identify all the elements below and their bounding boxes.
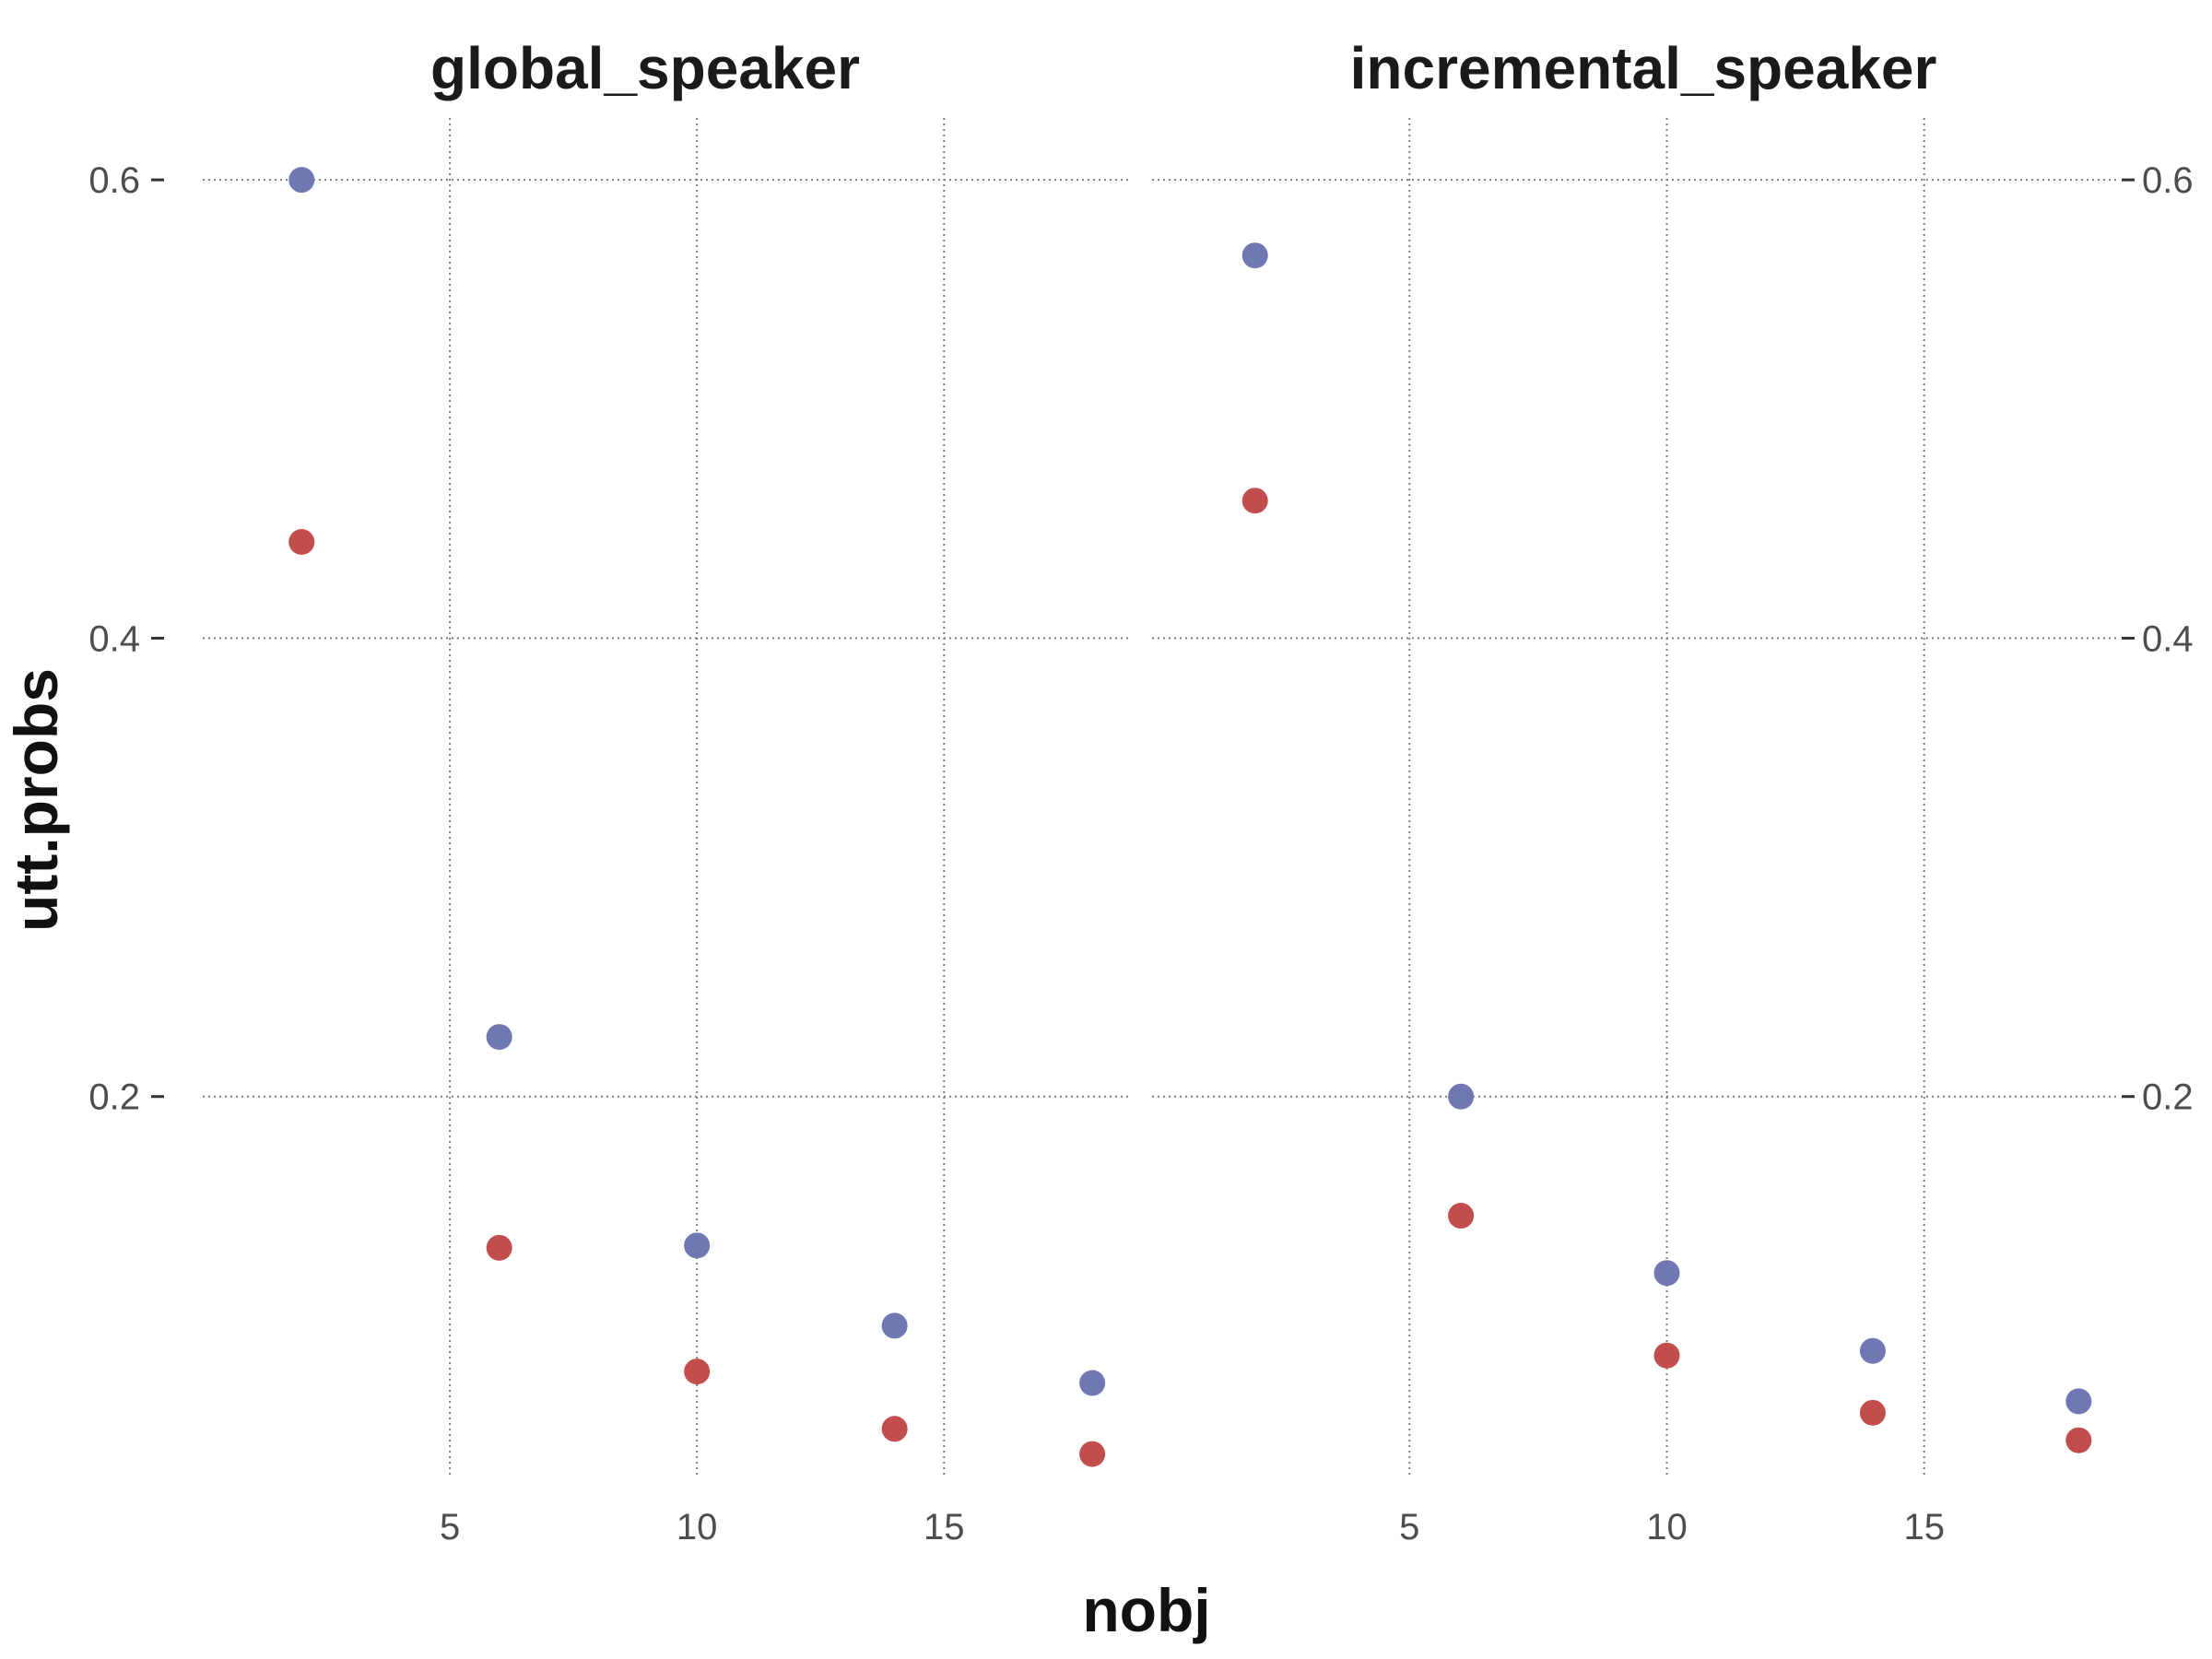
- series-0: [1241, 242, 2092, 1415]
- data-point: [1448, 1203, 1475, 1230]
- data-point: [1448, 1083, 1475, 1110]
- x-tick-label: 10: [1646, 1507, 1688, 1547]
- panel-0: global_speaker 5 10 15: [203, 35, 1132, 1547]
- data-point: [1079, 1370, 1106, 1396]
- data-point: [1859, 1337, 1886, 1364]
- data-point: [486, 1234, 512, 1261]
- series-0: [288, 167, 1106, 1396]
- data-point: [684, 1359, 711, 1385]
- data-point: [881, 1312, 908, 1339]
- data-point: [1241, 488, 1268, 514]
- panels-layer: global_speaker 5 10 15 incremental_speaker 5 1…: [203, 35, 2120, 1547]
- data-point: [1241, 242, 1268, 269]
- data-point: [1079, 1441, 1106, 1467]
- panel-1: incremental_speaker 5 10 15: [1152, 35, 2120, 1547]
- y-tick-label-left: 0.6: [88, 160, 140, 201]
- x-tick-label: 15: [1904, 1507, 1946, 1547]
- facet-title: global_speaker: [430, 35, 860, 101]
- data-point: [288, 529, 315, 555]
- y-tick-label-left: 0.4: [88, 618, 140, 659]
- data-point: [684, 1232, 711, 1259]
- x-tick-label: 5: [440, 1507, 460, 1547]
- x-axis-title: nobj: [1082, 1576, 1210, 1644]
- x-tick-label: 10: [677, 1507, 718, 1547]
- y-tick-label-right: 0.6: [2142, 160, 2194, 201]
- data-point: [1859, 1399, 1886, 1426]
- y-axis-title: utt.probs: [2, 668, 70, 932]
- data-point: [2065, 1388, 2092, 1415]
- y-tick-label-right: 0.2: [2142, 1077, 2194, 1118]
- data-point: [881, 1416, 908, 1442]
- x-tick-label: 5: [1399, 1507, 1419, 1547]
- ticks-layer: 0.2 0.4 0.6 0.2 0.4 0.6: [88, 160, 2193, 1118]
- data-point: [2065, 1427, 2092, 1453]
- facet-title: incremental_speaker: [1350, 35, 1937, 101]
- x-tick-label: 15: [924, 1507, 965, 1547]
- data-point: [288, 167, 315, 194]
- data-point: [1653, 1260, 1680, 1287]
- data-point: [1653, 1342, 1680, 1369]
- data-point: [486, 1024, 512, 1051]
- y-tick-label-right: 0.4: [2142, 618, 2194, 659]
- series-1: [1241, 488, 2092, 1453]
- y-tick-label-left: 0.2: [88, 1077, 140, 1118]
- series-1: [288, 529, 1106, 1467]
